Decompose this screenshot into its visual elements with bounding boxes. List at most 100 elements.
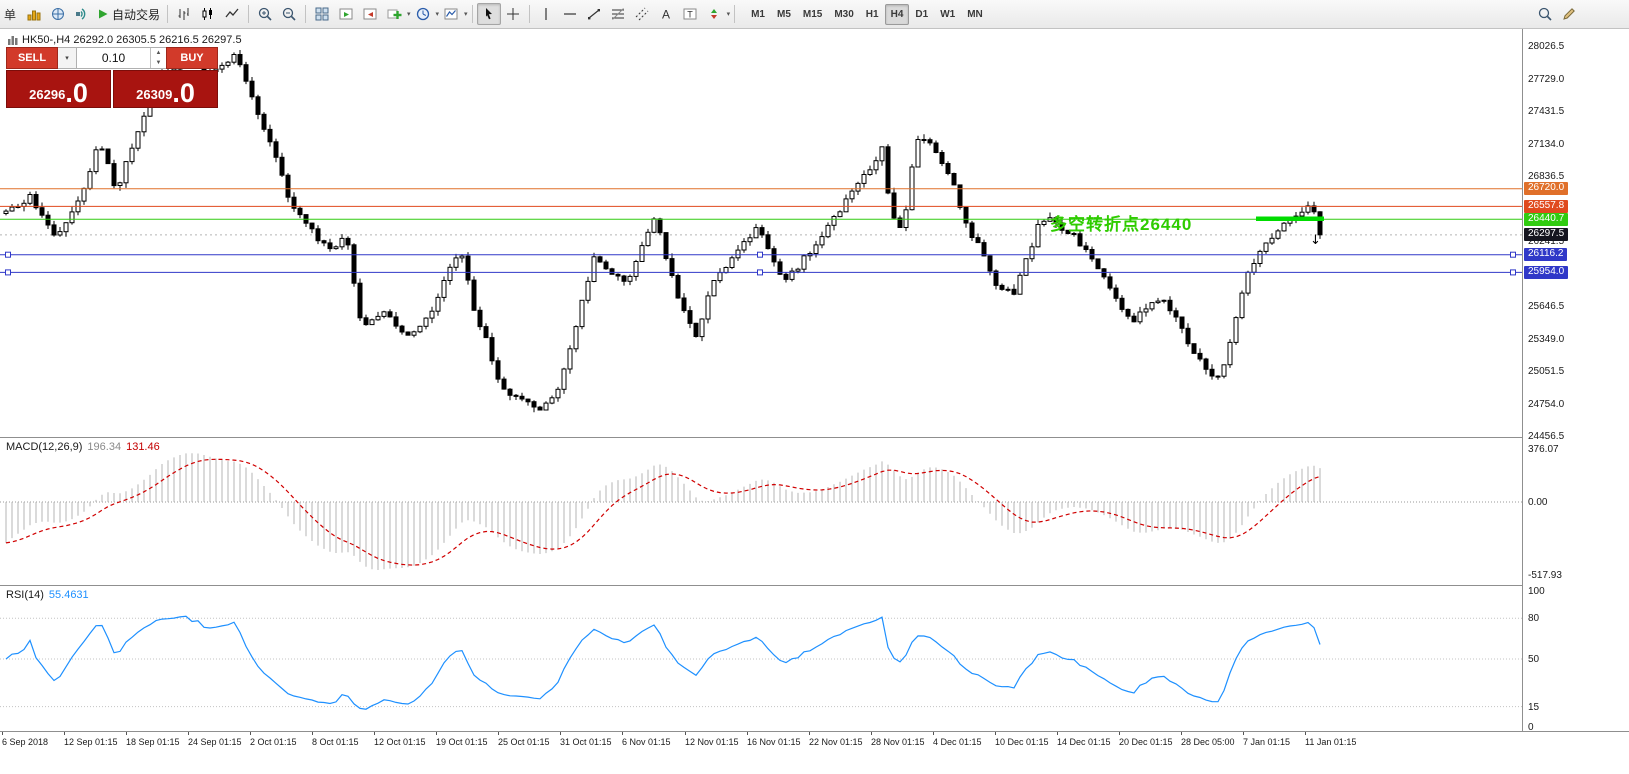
time-tick <box>933 732 934 735</box>
search-icon[interactable] <box>1533 3 1557 25</box>
macd-panel[interactable]: MACD(12,26,9) 196.34 131.46 <box>0 438 1522 585</box>
cursor-icon[interactable] <box>476 3 501 25</box>
chart-symbol-icon <box>8 36 18 45</box>
symbol-ohlc-text: HK50-,H4 26292.0 26305.5 26216.5 26297.5 <box>22 34 242 46</box>
channel-icon[interactable] <box>630 3 654 25</box>
macd-title: MACD(12,26,9) <box>6 441 83 453</box>
zoom-in-icon[interactable] <box>253 3 277 25</box>
time-label: 20 Dec 01:15 <box>1119 737 1173 747</box>
edit-icon[interactable] <box>1557 3 1581 25</box>
add-indicator-icon[interactable] <box>382 3 406 25</box>
toolbar-separator <box>167 5 169 23</box>
price-level-badge: 26440.7 <box>1524 212 1569 226</box>
line-chart-icon[interactable] <box>220 3 244 25</box>
trendline-icon[interactable] <box>582 3 606 25</box>
horizontal-line-icon[interactable] <box>558 3 582 25</box>
periods-caret[interactable]: ▾ <box>435 11 440 18</box>
rsi-axis-label: 15 <box>1528 701 1540 713</box>
toolbar-separator <box>734 5 736 23</box>
price-tick-label: 25349.0 <box>1528 333 1565 345</box>
price-axis[interactable]: 28026.527729.027431.527134.026836.526539… <box>1523 29 1629 733</box>
volume-value[interactable]: 0.10 <box>101 51 126 65</box>
time-tick <box>64 732 65 735</box>
periods-icon[interactable] <box>411 3 435 25</box>
candlestick-chart-icon[interactable] <box>196 3 220 25</box>
time-tick <box>436 732 437 735</box>
auto-scroll-icon[interactable] <box>334 3 358 25</box>
tf-button-H4[interactable]: H4 <box>884 3 910 25</box>
zoom-out-icon[interactable] <box>277 3 301 25</box>
sell-button[interactable]: SELL <box>6 47 58 69</box>
time-label: 2 Oct 01:15 <box>250 737 297 747</box>
price-level-badge: 25954.0 <box>1524 265 1569 279</box>
buy-price-main: 26309 <box>136 87 173 102</box>
crosshair-icon[interactable] <box>501 3 525 25</box>
tf-button-D1[interactable]: D1 <box>909 4 934 25</box>
data-window-icon[interactable] <box>70 3 94 25</box>
volume-stepper[interactable]: ▲ ▼ <box>150 48 166 68</box>
label-icon[interactable]: T <box>678 3 702 25</box>
tf-button-MN[interactable]: MN <box>961 4 989 25</box>
autotrading-button[interactable]: 自动交易 <box>94 3 163 25</box>
price-level-badge: 26720.0 <box>1524 182 1569 196</box>
price-axis-divider <box>1522 29 1523 732</box>
buy-price-button[interactable]: 26309.0 <box>113 70 218 108</box>
tile-windows-icon[interactable] <box>310 3 334 25</box>
buy-button[interactable]: BUY <box>166 47 218 69</box>
pivot-annotation-text[interactable]: 多空转折点26440 <box>1050 215 1193 234</box>
volume-field[interactable]: 0.10 ▲ ▼ <box>77 47 166 69</box>
rsi-canvas[interactable] <box>0 586 1522 730</box>
templates-icon[interactable] <box>439 3 463 25</box>
time-label: 28 Dec 05:00 <box>1181 737 1235 747</box>
tf-button-M15[interactable]: M15 <box>797 4 828 25</box>
macd-axis-label: -517.93 <box>1528 570 1562 581</box>
panel-divider[interactable] <box>0 437 1629 438</box>
svg-text:T: T <box>687 10 693 20</box>
panel-divider[interactable] <box>0 585 1629 586</box>
macd-canvas[interactable] <box>0 438 1522 585</box>
vertical-line-icon[interactable] <box>534 3 558 25</box>
price-tick-label: 26241.5 <box>1528 236 1565 247</box>
macd-signal-value: 131.46 <box>126 441 160 453</box>
price-tick-label: 25051.5 <box>1528 366 1565 377</box>
candlestick-canvas[interactable]: ↓ <box>0 29 1522 437</box>
fibonacci-icon[interactable] <box>606 3 630 25</box>
add-indicator-caret[interactable]: ▾ <box>407 11 411 18</box>
market-watch-icon[interactable] <box>46 3 70 25</box>
arrows-icon[interactable] <box>702 3 726 25</box>
tf-button-M1[interactable]: M1 <box>745 4 771 25</box>
tf-button-M30[interactable]: M30 <box>828 4 859 25</box>
time-label: 7 Jan 01:15 <box>1243 737 1291 747</box>
volume-down-icon[interactable]: ▼ <box>155 60 162 66</box>
time-tick <box>1305 732 1306 735</box>
bar-chart-icon[interactable] <box>172 3 196 25</box>
new-chart-icon[interactable] <box>22 3 46 25</box>
new-order-button[interactable]: 单 <box>0 3 22 25</box>
rsi-title: RSI(14) <box>6 589 44 601</box>
arrows-caret[interactable]: ▾ <box>726 11 731 18</box>
tf-button-M5[interactable]: M5 <box>771 4 797 25</box>
time-tick <box>1181 732 1182 735</box>
text-icon[interactable]: A <box>654 3 678 25</box>
rsi-header: RSI(14) 55.4631 <box>6 589 89 601</box>
rsi-axis-label: 80 <box>1528 613 1540 625</box>
price-tick-label: 26836.5 <box>1528 171 1565 182</box>
one-click-trade-panel: SELL ▾ 0.10 ▲ ▼ BUY 26296.0 26309.0 <box>6 47 218 108</box>
time-axis[interactable]: 6 Sep 2018 12 Sep 01:15 18 Sep 01:15 24 Sep… <box>0 731 1629 753</box>
rsi-panel[interactable]: RSI(14) 55.4631 <box>0 586 1522 730</box>
chart-shift-icon[interactable] <box>358 3 382 25</box>
toolbar-separator <box>305 5 307 23</box>
time-tick <box>250 732 251 735</box>
sell-price-button[interactable]: 26296.0 <box>6 70 111 108</box>
order-type-dropdown[interactable]: ▾ <box>58 47 77 69</box>
main-chart-panel[interactable]: ↓ HK50-,H4 26292.0 26305.5 26216.5 26297… <box>0 29 1522 437</box>
templates-caret[interactable]: ▾ <box>464 11 468 18</box>
time-label: 16 Nov 01:15 <box>747 737 801 747</box>
tf-button-H1[interactable]: H1 <box>860 4 885 25</box>
time-tick <box>126 732 127 735</box>
volume-up-icon[interactable]: ▲ <box>155 50 162 56</box>
toolbar-separator <box>248 5 250 23</box>
tf-button-W1[interactable]: W1 <box>934 4 961 25</box>
time-tick <box>498 732 499 735</box>
